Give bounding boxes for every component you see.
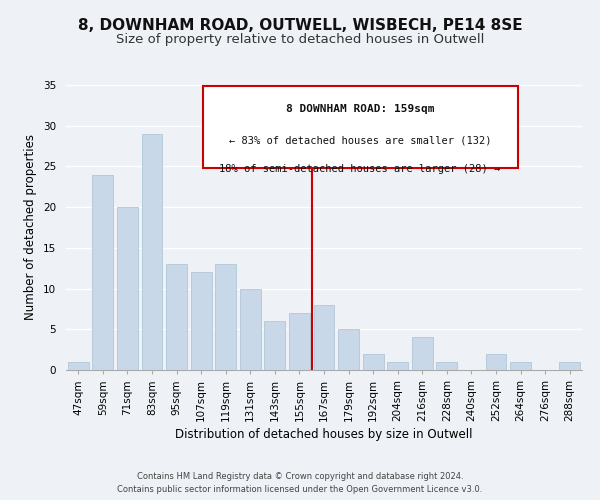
Text: 18% of semi-detached houses are larger (28) →: 18% of semi-detached houses are larger (… <box>220 164 501 174</box>
Bar <box>166 264 187 370</box>
Text: 8 DOWNHAM ROAD: 159sqm: 8 DOWNHAM ROAD: 159sqm <box>286 104 434 115</box>
Bar <box>387 362 408 370</box>
Text: Contains public sector information licensed under the Open Government Licence v3: Contains public sector information licen… <box>118 484 482 494</box>
Bar <box>92 174 113 370</box>
Bar <box>240 288 261 370</box>
Text: Size of property relative to detached houses in Outwell: Size of property relative to detached ho… <box>116 32 484 46</box>
Bar <box>289 313 310 370</box>
FancyBboxPatch shape <box>203 86 517 168</box>
Bar <box>68 362 89 370</box>
Y-axis label: Number of detached properties: Number of detached properties <box>25 134 37 320</box>
X-axis label: Distribution of detached houses by size in Outwell: Distribution of detached houses by size … <box>175 428 473 441</box>
Bar <box>314 305 334 370</box>
Text: Contains HM Land Registry data © Crown copyright and database right 2024.: Contains HM Land Registry data © Crown c… <box>137 472 463 481</box>
Bar <box>338 330 359 370</box>
Bar <box>436 362 457 370</box>
Text: 8, DOWNHAM ROAD, OUTWELL, WISBECH, PE14 8SE: 8, DOWNHAM ROAD, OUTWELL, WISBECH, PE14 … <box>77 18 523 32</box>
Bar <box>191 272 212 370</box>
Bar <box>559 362 580 370</box>
Bar <box>117 207 138 370</box>
Bar <box>362 354 383 370</box>
Text: ← 83% of detached houses are smaller (132): ← 83% of detached houses are smaller (13… <box>229 136 491 145</box>
Bar <box>510 362 531 370</box>
Bar <box>142 134 163 370</box>
Bar <box>485 354 506 370</box>
Bar <box>265 321 286 370</box>
Bar <box>215 264 236 370</box>
Bar <box>412 338 433 370</box>
